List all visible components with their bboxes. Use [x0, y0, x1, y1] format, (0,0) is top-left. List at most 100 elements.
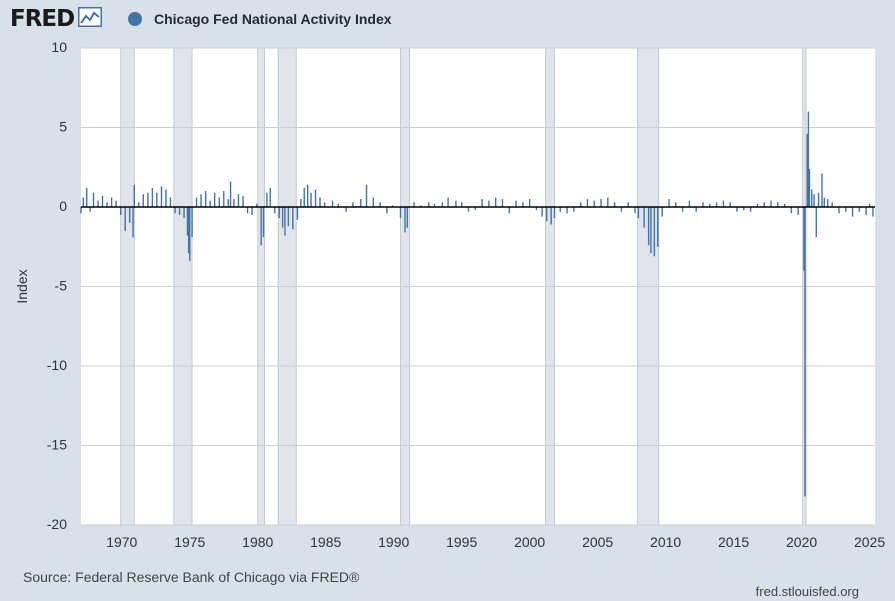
y-tick-label: -10 — [47, 357, 67, 373]
bar — [255, 203, 258, 207]
bar — [262, 207, 265, 238]
bar — [86, 187, 88, 207]
bar — [97, 200, 99, 207]
bar — [82, 197, 85, 207]
y-axis-label: Index — [14, 269, 30, 303]
bar — [191, 207, 193, 238]
bar — [535, 207, 538, 211]
bar — [237, 194, 240, 207]
bar — [296, 207, 299, 220]
bar — [838, 207, 840, 214]
bar — [165, 189, 167, 207]
bar — [138, 202, 140, 207]
bar — [783, 203, 786, 207]
bar — [142, 194, 144, 207]
y-tick-label: -20 — [47, 516, 67, 532]
bar — [522, 202, 524, 207]
bar — [120, 207, 122, 215]
fred-logo[interactable]: FRED — [10, 6, 103, 32]
bar — [106, 202, 108, 207]
bar — [865, 207, 867, 215]
bar — [777, 202, 779, 207]
bar — [675, 202, 677, 207]
bar — [807, 111, 810, 207]
bar — [278, 207, 280, 219]
bar — [566, 207, 568, 214]
bar — [281, 207, 284, 228]
bar — [756, 203, 759, 207]
bar — [233, 199, 235, 207]
bar — [441, 202, 444, 207]
bar — [494, 197, 497, 207]
bar — [360, 199, 362, 207]
bar — [600, 199, 602, 207]
y-tick-label: 0 — [59, 198, 67, 214]
bar — [229, 181, 232, 207]
x-tick-label: 1970 — [106, 534, 137, 550]
bar — [709, 203, 711, 207]
site-url[interactable]: fred.stlouisfed.org — [755, 584, 859, 599]
bar — [433, 203, 436, 207]
bar — [266, 192, 268, 207]
bar — [460, 202, 463, 207]
bar — [404, 207, 406, 233]
bar — [763, 202, 765, 207]
bar — [386, 207, 388, 214]
bar — [593, 200, 595, 207]
bar — [274, 207, 276, 214]
bar — [447, 197, 449, 207]
bar — [729, 202, 731, 207]
bar — [722, 200, 725, 207]
bar — [314, 189, 317, 207]
bar — [650, 207, 652, 254]
bar — [337, 203, 339, 207]
bar — [770, 200, 772, 207]
bar — [808, 168, 811, 207]
bar — [579, 202, 582, 207]
y-tick-label: 10 — [51, 39, 67, 55]
bar — [613, 202, 616, 207]
bar — [209, 200, 211, 207]
bar — [110, 197, 113, 207]
bar — [695, 207, 697, 212]
bar — [428, 202, 430, 207]
bar — [128, 207, 131, 223]
x-tick-label: 1980 — [242, 534, 273, 550]
bar — [174, 207, 176, 214]
bar — [736, 207, 738, 212]
bar — [413, 202, 415, 207]
bar — [657, 207, 659, 247]
bar — [303, 187, 305, 207]
x-tick-label: 1985 — [310, 534, 341, 550]
bar — [189, 207, 191, 262]
x-tick-label: 2000 — [514, 534, 545, 550]
bar — [858, 207, 861, 212]
bar — [204, 191, 207, 207]
bar — [310, 192, 312, 207]
bar — [200, 194, 202, 207]
bar — [823, 197, 825, 207]
bar — [515, 200, 517, 207]
bar — [89, 207, 91, 212]
bar — [331, 200, 334, 207]
bar — [607, 197, 609, 207]
bar — [872, 207, 874, 217]
bar — [817, 192, 820, 207]
legend-marker — [128, 12, 142, 26]
x-tick-label: 2010 — [650, 534, 681, 550]
bar — [169, 197, 172, 207]
bar — [811, 189, 813, 207]
bar — [218, 197, 220, 207]
bar — [806, 133, 808, 207]
bar — [284, 207, 286, 236]
bar — [749, 207, 752, 212]
bar — [246, 207, 249, 214]
bar — [306, 184, 309, 207]
bar — [743, 207, 745, 211]
bar — [804, 207, 806, 497]
bar — [573, 207, 575, 212]
x-tick-label: 1990 — [378, 534, 409, 550]
bar — [851, 207, 854, 217]
bar — [868, 203, 871, 207]
y-tick-label: 5 — [59, 119, 67, 135]
